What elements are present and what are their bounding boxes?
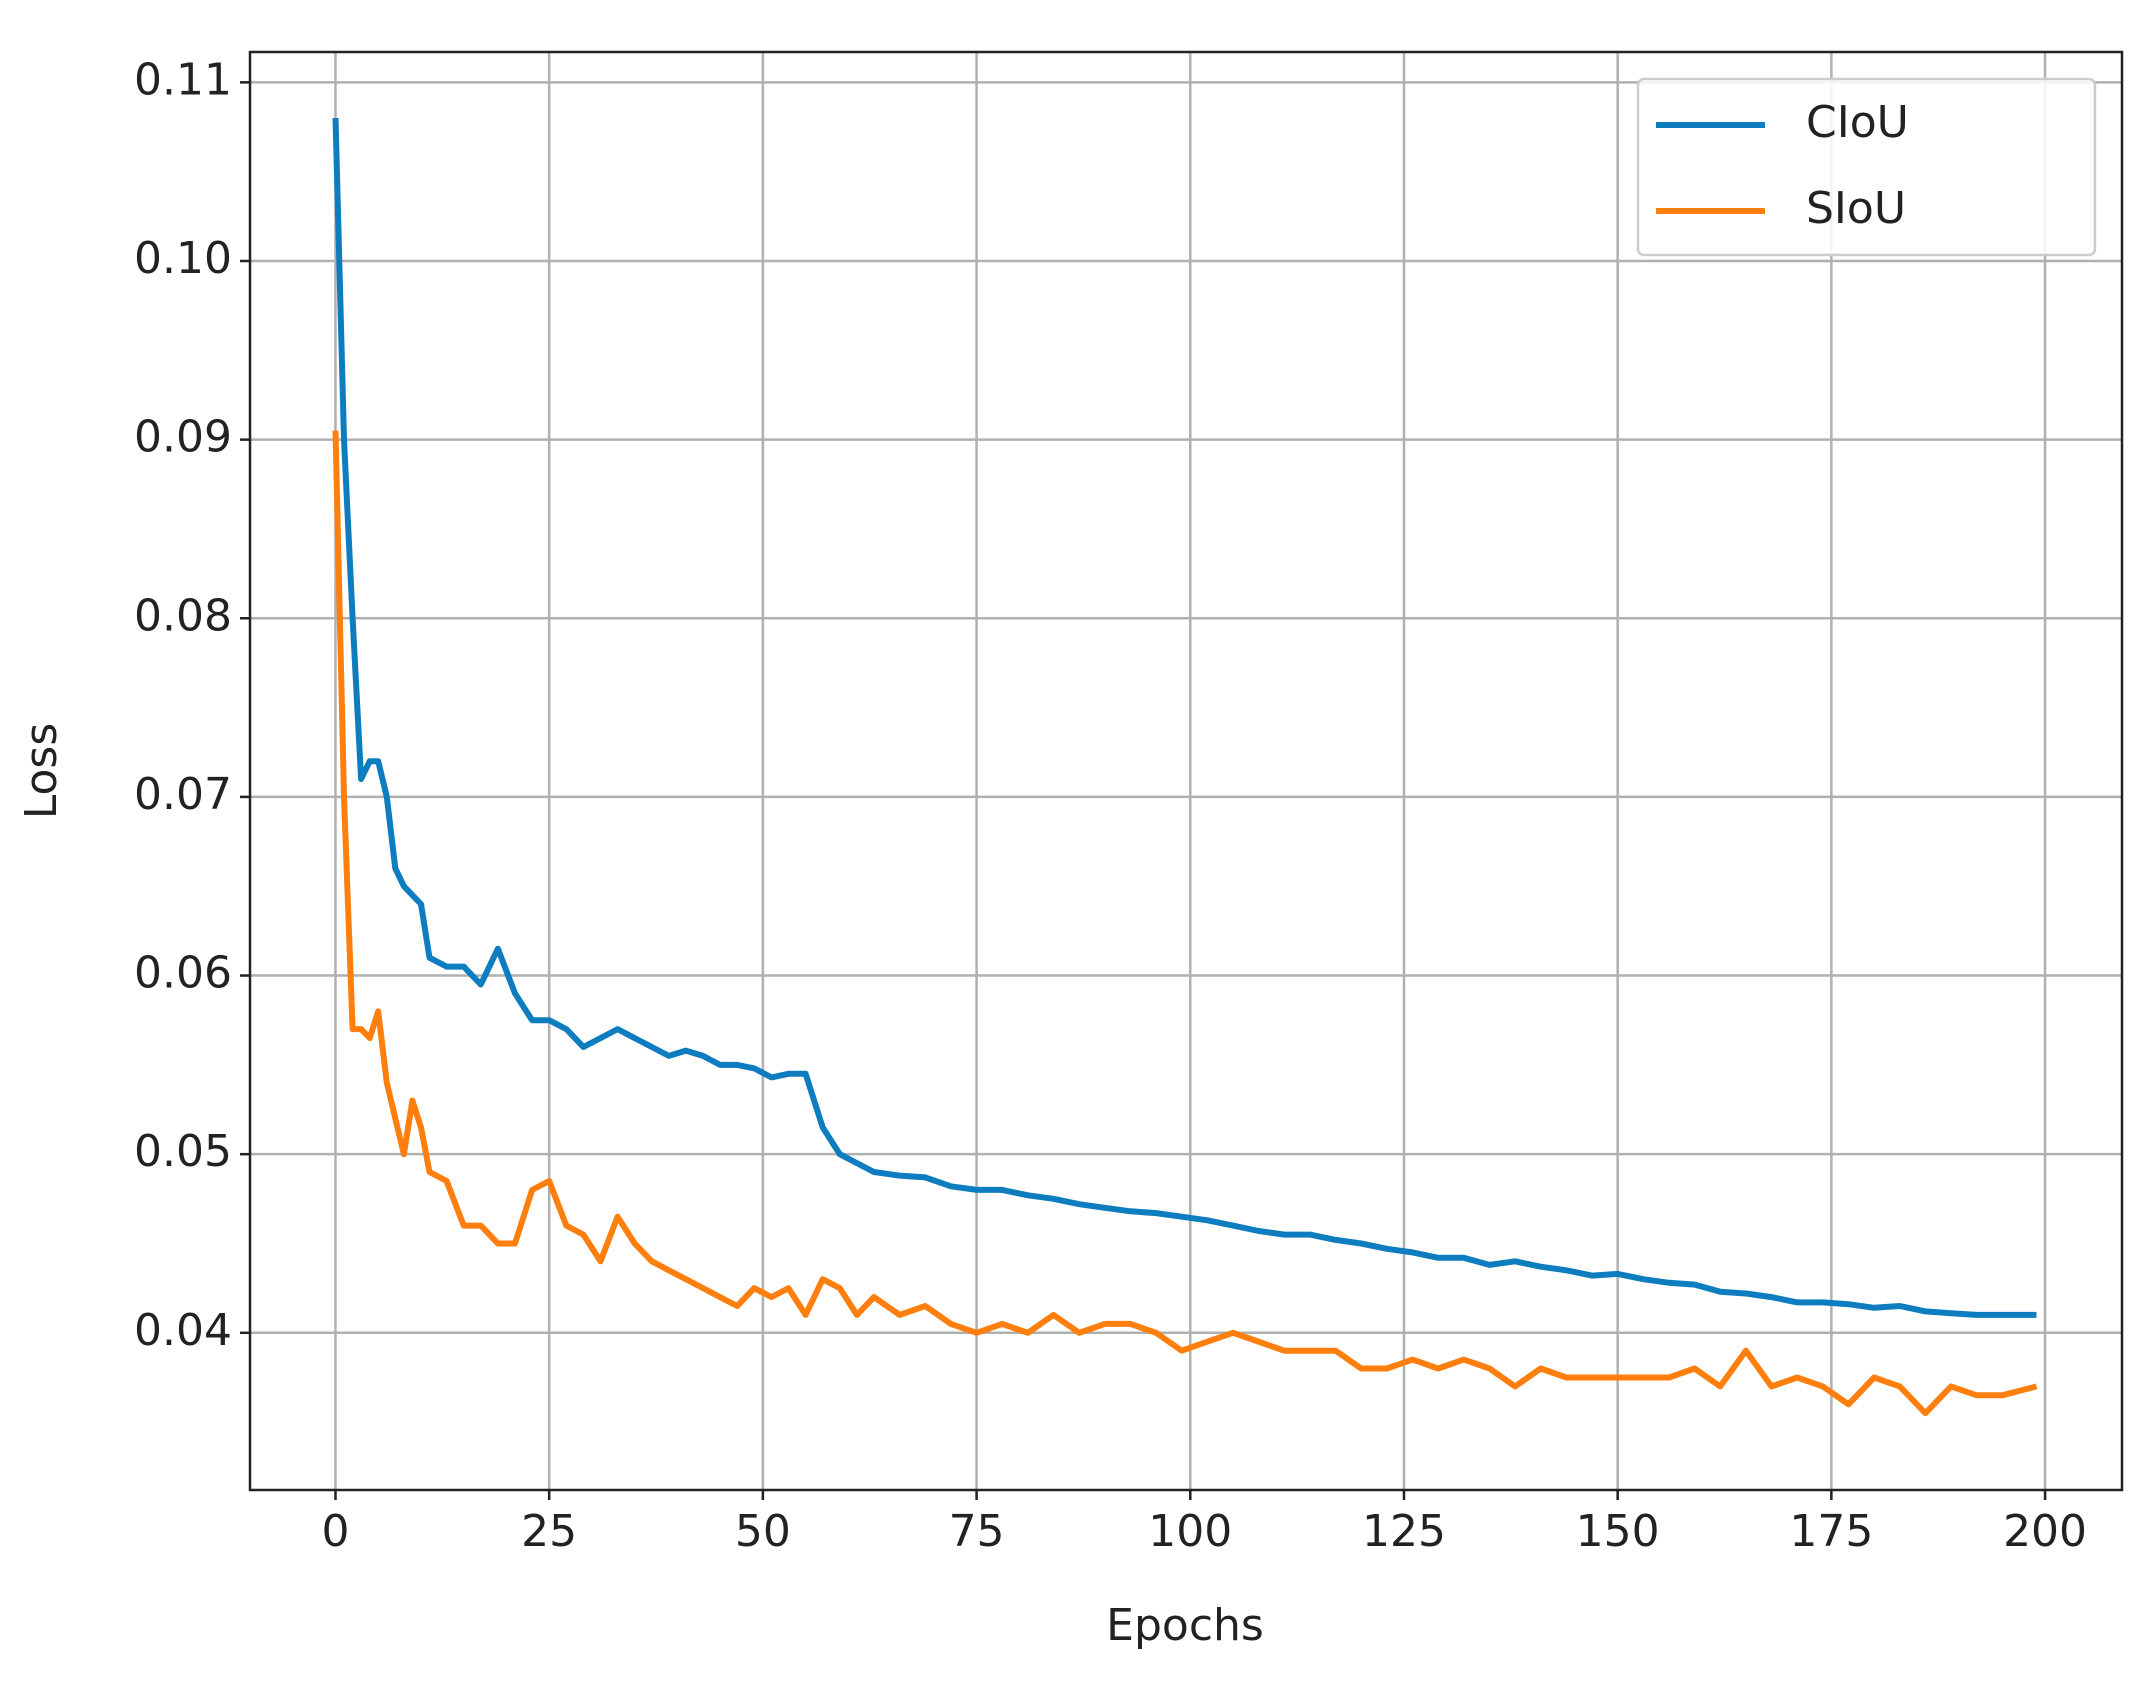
y-axis-label: Loss: [16, 723, 67, 820]
x-tick-label: 150: [1576, 1506, 1660, 1557]
x-tick-label: 175: [1789, 1506, 1873, 1557]
y-tick-label: 0.11: [134, 54, 232, 105]
line-series: [332, 118, 2037, 1318]
y-tick-label: 0.09: [134, 412, 232, 463]
y-tick-label: 0.07: [134, 769, 232, 820]
x-tick-label: 25: [521, 1506, 577, 1557]
y-tick-label: 0.05: [134, 1126, 232, 1177]
y-tick-label: 0.08: [134, 590, 232, 641]
legend-label: CIoU: [1806, 97, 1909, 148]
legend: CIoU SIoU: [1636, 77, 2097, 257]
legend-label: SIoU: [1806, 183, 1906, 234]
x-tick-label: 75: [949, 1506, 1005, 1557]
x-axis-label: Epochs: [1106, 1600, 1264, 1651]
line-series: [332, 430, 2038, 1417]
x-tick-label: 0: [321, 1506, 349, 1557]
x-tick-label: 50: [735, 1506, 791, 1557]
x-tick-label: 200: [2003, 1506, 2087, 1557]
y-tick-label: 0.06: [134, 948, 232, 999]
x-tick-label: 100: [1148, 1506, 1232, 1557]
y-tick-label: 0.04: [134, 1305, 232, 1356]
x-tick-label: 125: [1362, 1506, 1446, 1557]
y-tick-label: 0.10: [134, 233, 232, 284]
axes-frame: [248, 50, 2124, 1492]
